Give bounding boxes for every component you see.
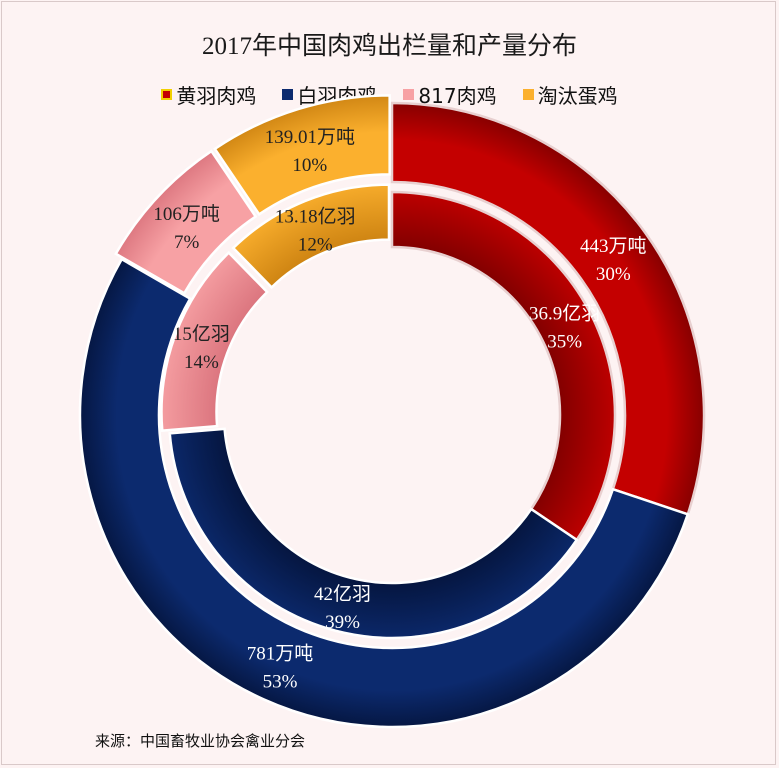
inner-value-label: 36.9亿羽 — [529, 302, 600, 324]
legend-swatch — [282, 89, 294, 100]
inner-value-label: 42亿羽 — [314, 583, 371, 605]
outer-slice-1[interactable] — [78, 257, 690, 729]
inner-value-label: 15亿羽 — [173, 323, 230, 345]
legend-label: 淘汰蛋鸡 — [537, 84, 618, 108]
inner-percent-label: 39% — [325, 612, 360, 633]
outer-value-label: 443万吨 — [580, 235, 647, 257]
outer-value-label: 139.01万吨 — [265, 126, 355, 148]
outer-percent-label: 30% — [596, 264, 631, 285]
outer-percent-label: 53% — [263, 671, 298, 692]
inner-percent-label: 14% — [184, 352, 219, 373]
outer-value-label: 106万吨 — [153, 203, 220, 225]
legend-swatch — [522, 89, 534, 100]
outer-slice-3[interactable] — [213, 94, 391, 217]
inner-slice-1[interactable] — [168, 427, 579, 640]
inner-slice-0[interactable] — [390, 190, 617, 542]
legend-item[interactable]: 淘汰蛋鸡 — [522, 80, 618, 109]
legend-item[interactable]: 黄羽肉鸡 — [161, 80, 256, 109]
chart-title: 2017年中国肉鸡出栏量和产量分布 — [201, 33, 577, 60]
outer-value-label: 781万吨 — [247, 642, 314, 664]
legend-item[interactable]: 817肉鸡 — [403, 80, 497, 109]
inner-slice-3[interactable] — [231, 183, 391, 290]
legend-swatch — [403, 89, 415, 100]
inner-slice-2[interactable] — [160, 250, 269, 432]
inner-value-label: 13.18亿羽 — [275, 206, 356, 228]
inner-percent-label: 12% — [298, 235, 333, 256]
legend-label: 817肉鸡 — [418, 84, 497, 108]
outer-percent-label: 7% — [174, 232, 200, 253]
legend-swatch — [161, 89, 173, 100]
outer-slice-2[interactable] — [114, 149, 258, 295]
outer-percent-label: 10% — [292, 155, 327, 176]
legend-label: 黄羽肉鸡 — [176, 84, 257, 108]
outer-slice-0[interactable] — [390, 101, 706, 516]
inner-percent-label: 35% — [547, 331, 582, 352]
source-note: 来源：中国畜牧业协会禽业分会 — [95, 732, 306, 750]
